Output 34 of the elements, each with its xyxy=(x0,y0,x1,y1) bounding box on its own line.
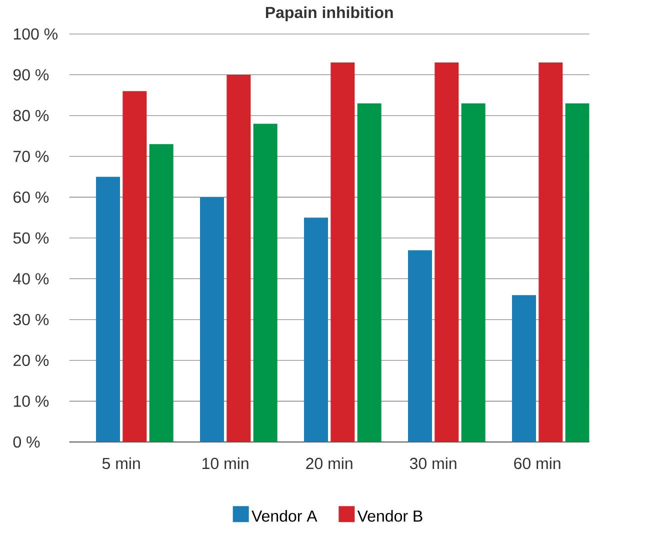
bar xyxy=(408,250,432,442)
bar xyxy=(512,295,536,442)
x-tick-label: 20 min xyxy=(306,457,352,470)
bar xyxy=(565,103,590,442)
bar xyxy=(304,218,328,442)
y-tick-label: 0 % xyxy=(13,436,40,448)
x-tick-label: 30 min xyxy=(410,457,456,470)
y-tick-label: 60 % xyxy=(14,192,49,203)
chart-title: Papain inhibition xyxy=(266,6,393,22)
bar xyxy=(538,62,563,442)
x-tick-label: 60 min xyxy=(514,457,560,470)
legend-label: Vendor A xyxy=(252,510,318,522)
bar xyxy=(357,103,382,442)
bar xyxy=(434,62,459,442)
bar xyxy=(330,62,355,442)
y-tick-label: 40 % xyxy=(13,273,49,284)
y-tick-label: 20 % xyxy=(14,354,49,366)
bar xyxy=(96,176,120,442)
bar xyxy=(461,103,486,442)
y-tick-label: 90 % xyxy=(13,69,49,80)
y-tick-label: 100 % xyxy=(14,28,58,40)
bar xyxy=(253,124,278,442)
y-tick-label: 50 % xyxy=(13,232,49,244)
x-tick-label: 10 min xyxy=(202,457,248,470)
legend-label: Vendor B xyxy=(357,510,422,522)
x-tick-label: 5 min xyxy=(102,457,140,470)
bar xyxy=(200,197,224,442)
y-tick-label: 10 % xyxy=(14,396,49,407)
y-tick-label: 30 % xyxy=(13,314,49,326)
bar xyxy=(122,91,147,442)
y-tick-label: 80 % xyxy=(13,110,49,122)
bar xyxy=(226,74,251,442)
bar xyxy=(149,144,174,442)
y-tick-label: 70 % xyxy=(14,150,49,162)
